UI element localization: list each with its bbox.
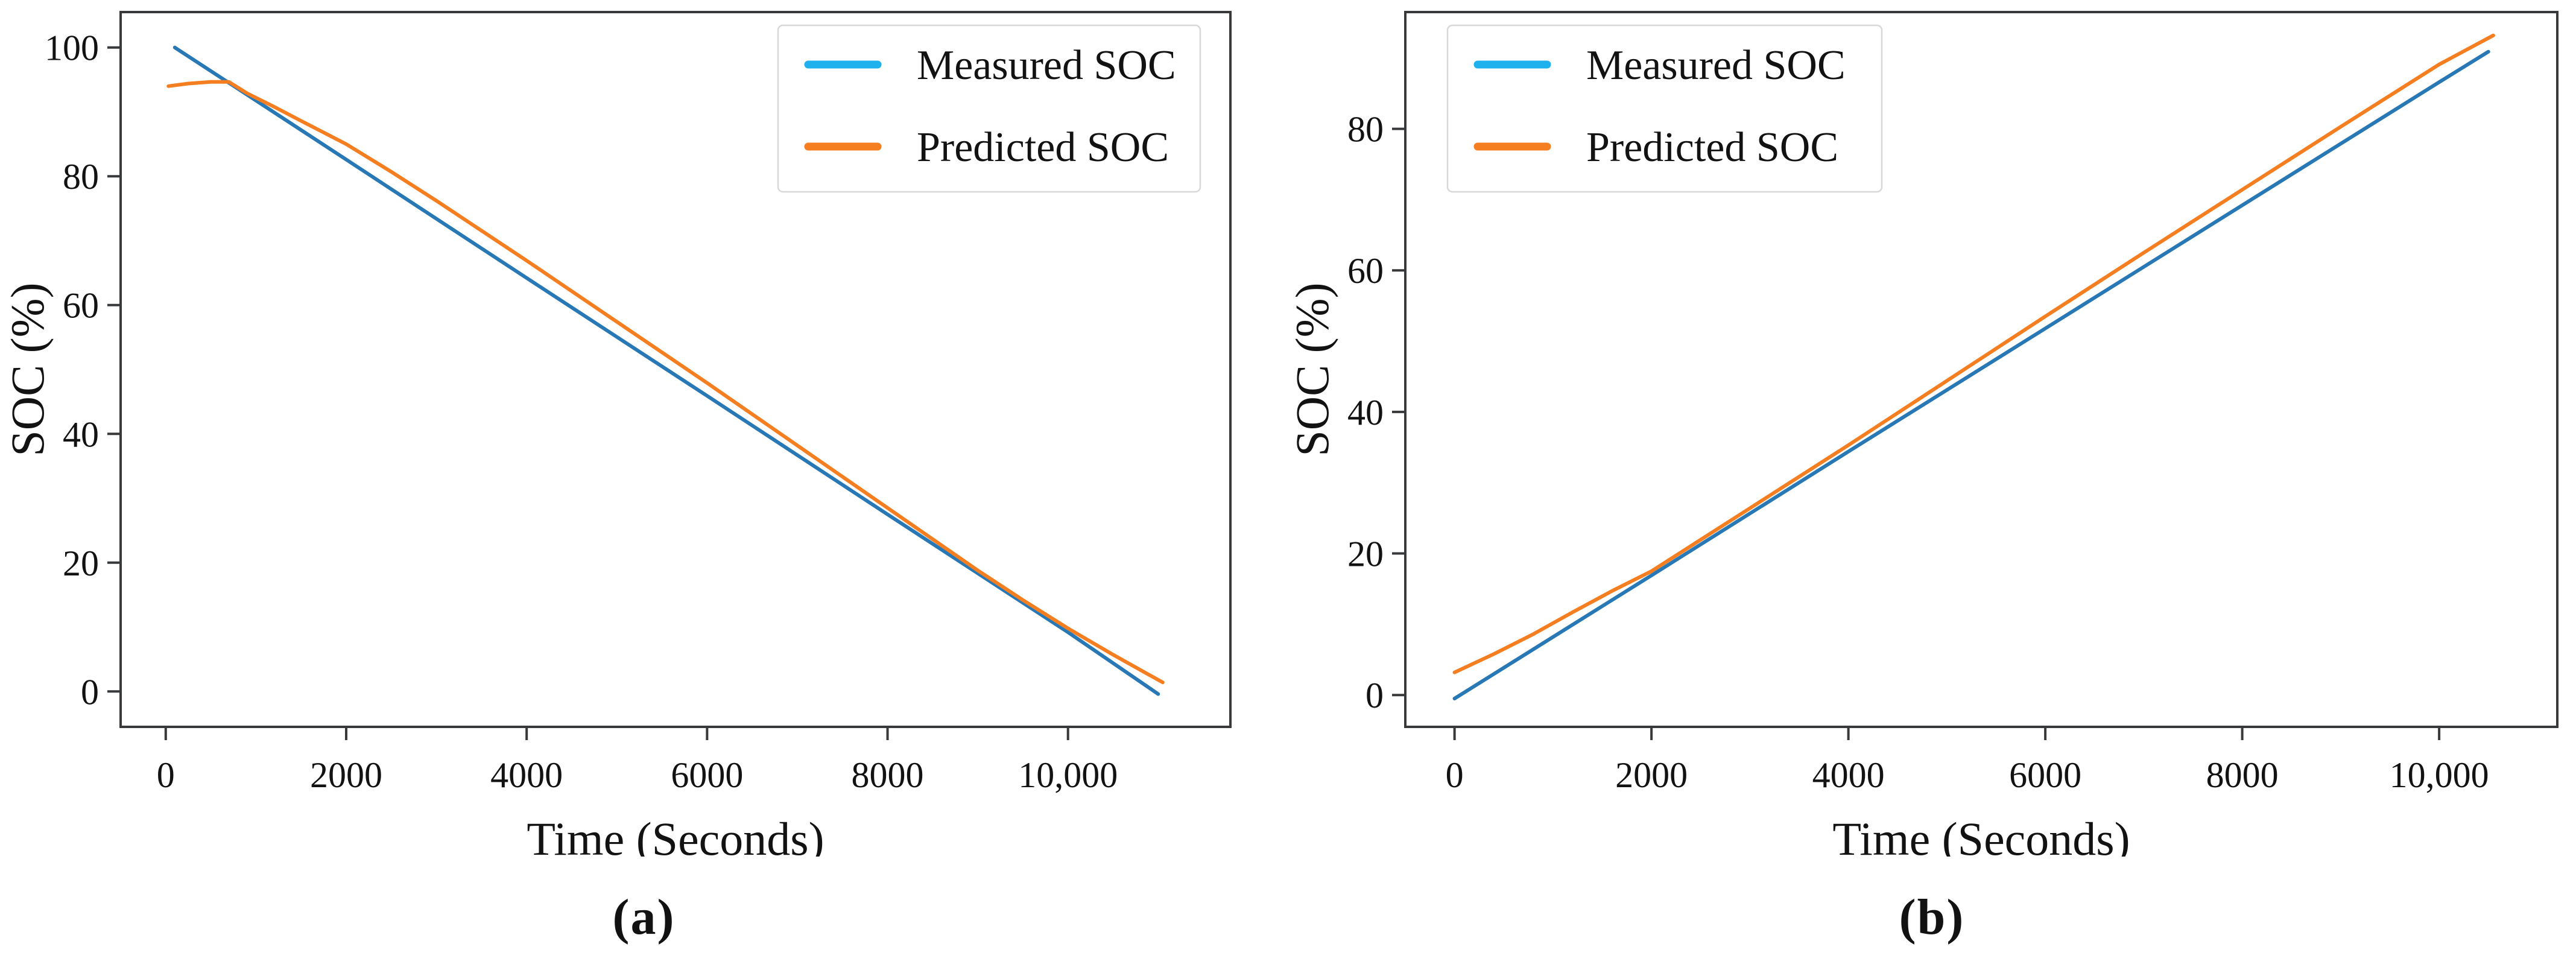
chart-panel-b: 0 2000 4000 6000 8000 10,000 0 20 40 60 80 Time (Se…: [1288, 0, 2576, 979]
x-axis-label: Time (Seconds): [1832, 813, 2130, 857]
y-axis-label: SOC (%): [1288, 282, 1338, 456]
legend: Measured SOC Predicted SOC: [777, 24, 1201, 193]
x-tick-label: 6000: [671, 755, 743, 795]
predicted-soc-line: [1452, 33, 2495, 674]
y-axis-label: SOC (%): [1, 282, 54, 456]
plot-border: [1404, 11, 2559, 728]
predicted-soc-line: [166, 80, 1165, 685]
y-tick-label: 80: [1347, 110, 1384, 150]
y-tick-label: 100: [45, 28, 99, 68]
subfigure-label-a: (a): [612, 889, 676, 945]
x-tick-label: 2000: [310, 755, 382, 795]
x-tick-label: 8000: [852, 755, 924, 795]
chart-panel-a: 0 2000 4000 6000 8000 10,000 0 20 40 60 80 100 Time …: [1, 11, 1232, 945]
x-tick-label: 2000: [1615, 755, 1688, 795]
soc-discharge-chart: 0 2000 4000 6000 8000 10,000 0 20 40 60 80 100 Time …: [1, 11, 1232, 857]
subfigure-label-b: (b): [1899, 889, 1965, 945]
x-axis-label: Time (Seconds): [527, 813, 824, 857]
y-tick-label: 20: [1347, 534, 1384, 574]
x-tick-label: 10,000: [1018, 755, 1118, 795]
x-tick-label: 0: [157, 755, 175, 795]
measured-soc-line: [1452, 49, 2490, 701]
plot-border: [119, 11, 1232, 728]
x-tick-label: 4000: [490, 755, 563, 795]
y-axis: 0 20 40 60 80: [1347, 110, 1405, 715]
y-tick-label: 40: [63, 414, 99, 454]
measured-soc-line: [172, 45, 1160, 696]
legend-label-predicted: Predicted SOC: [917, 124, 1169, 171]
x-axis: 0 2000 4000 6000 8000 10,000: [1446, 727, 2489, 795]
x-tick-label: 10,000: [2390, 755, 2489, 795]
y-tick-label: 60: [1347, 251, 1384, 291]
legend-label-measured: Measured SOC: [1586, 42, 1846, 89]
y-tick-label: 40: [1347, 393, 1384, 432]
y-tick-label: 0: [1366, 676, 1384, 715]
y-tick-label: 60: [63, 286, 99, 326]
y-tick-label: 80: [63, 157, 99, 197]
x-tick-label: 6000: [2009, 755, 2081, 795]
legend: Measured SOC Predicted SOC: [1446, 24, 1883, 193]
soc-charge-chart: 0 2000 4000 6000 8000 10,000 0 20 40 60 80 Time (Se…: [1288, 11, 2559, 857]
y-axis: 0 20 40 60 80 100: [45, 28, 121, 712]
legend-frame: [1446, 24, 1883, 193]
x-tick-label: 8000: [2206, 755, 2279, 795]
legend-label-measured: Measured SOC: [917, 42, 1176, 89]
y-tick-label: 0: [81, 672, 99, 712]
legend-label-predicted: Predicted SOC: [1586, 124, 1838, 171]
x-axis: 0 2000 4000 6000 8000 10,000: [157, 727, 1118, 795]
x-tick-label: 4000: [1812, 755, 1885, 795]
x-tick-label: 0: [1446, 755, 1464, 795]
legend-frame: [777, 24, 1201, 193]
y-tick-label: 20: [63, 543, 99, 583]
